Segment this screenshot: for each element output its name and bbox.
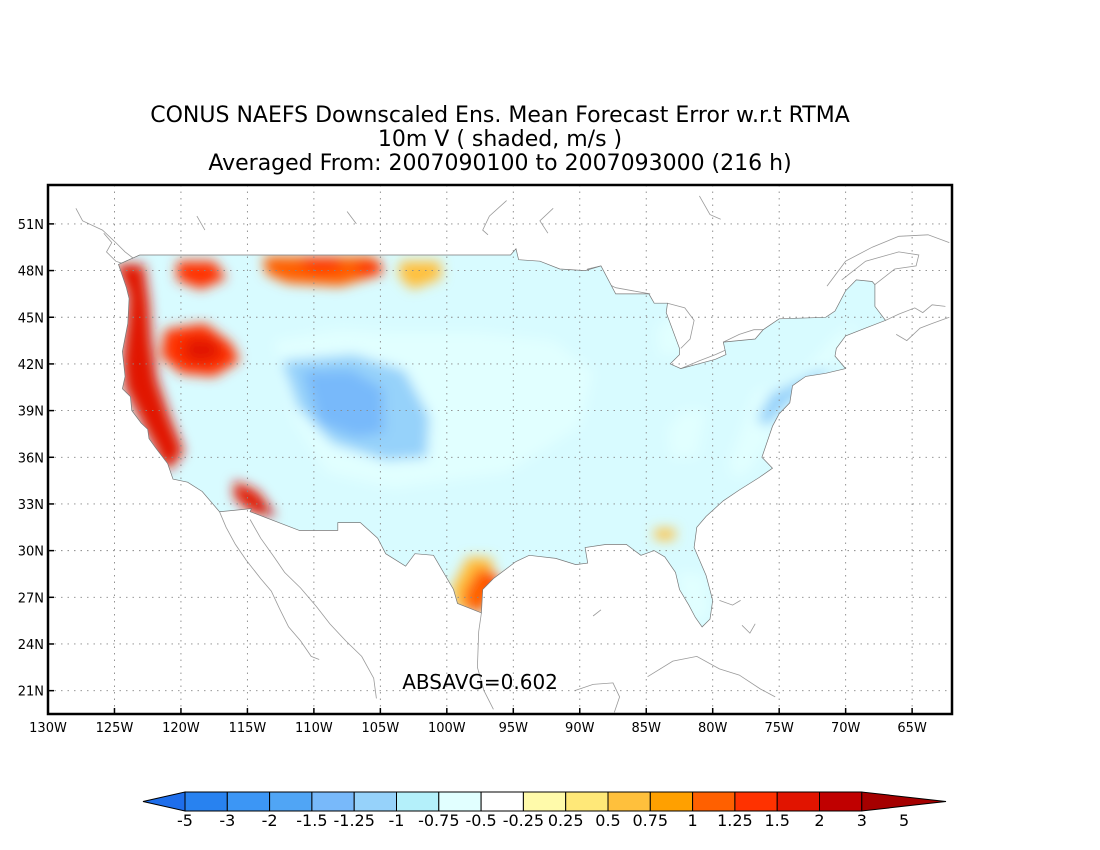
error-region-1 (118, 264, 184, 470)
legend-arrow-left (142, 791, 186, 812)
lon-tick-label: 85W (632, 721, 662, 736)
error-region-3 (182, 337, 224, 364)
error-region-21 (678, 572, 709, 626)
title-line-1: CONUS NAEFS Downscaled Ens. Mean Forecas… (150, 103, 850, 128)
legend-label: 0.5 (595, 811, 620, 830)
lat-tick-label: 45N (18, 311, 44, 326)
legend-label: -1 (389, 811, 405, 830)
legend-swatch (692, 791, 736, 812)
lon-tick-label: 70W (831, 721, 861, 736)
legend-label: -0.25 (503, 811, 544, 830)
legend-swatch (353, 791, 398, 812)
error-region-6 (300, 258, 344, 273)
title-line-3: Averaged From: 2007090100 to 2007093000 … (208, 151, 792, 176)
lon-tick-label: 125W (96, 721, 134, 736)
legend-swatch (184, 791, 228, 812)
legend-label: -2 (262, 811, 278, 830)
shaded-field (118, 248, 886, 627)
lat-tick-label: 51N (18, 218, 44, 233)
legend-swatch (226, 791, 271, 812)
lat-tick-label: 39N (18, 405, 44, 420)
error-region-18 (303, 370, 385, 438)
legend-label: 0.25 (548, 811, 584, 830)
legend-swatch (438, 791, 482, 812)
lon-tick-label: 75W (764, 721, 794, 736)
error-region-9 (258, 500, 277, 517)
legend-label: 1.5 (764, 811, 789, 830)
lon-tick-label: 120W (162, 721, 200, 736)
error-region-14 (399, 261, 442, 290)
lon-tick-label: 110W (295, 721, 333, 736)
lat-tick-label: 27N (18, 591, 44, 606)
lon-tick-label: 90W (565, 721, 595, 736)
legend-label: -5 (177, 811, 193, 830)
legend-swatch (396, 791, 440, 812)
legend-swatch (776, 791, 821, 812)
legend-label: -1.25 (333, 811, 374, 830)
lon-tick-label: 95W (499, 721, 529, 736)
legend-label: -1.5 (296, 811, 327, 830)
conus-border (118, 248, 887, 628)
map-frame (46, 183, 954, 716)
lat-tick-label: 42N (18, 358, 44, 373)
lat-tick-label: 21N (18, 685, 44, 700)
legend-swatch (522, 791, 567, 812)
lat-tick-label: 33N (18, 498, 44, 513)
error-region-20 (667, 410, 707, 458)
legend-swatch (649, 791, 694, 812)
error-regions (118, 256, 855, 626)
legend-swatch (311, 791, 355, 812)
lat-tick-label: 48N (18, 265, 44, 280)
legend-swatch (480, 791, 524, 812)
legend-swatch (819, 791, 863, 812)
legend-label: 3 (857, 811, 867, 830)
lon-tick-label: 130W (29, 721, 67, 736)
lon-tick-label: 105W (362, 721, 400, 736)
lat-tick-label: 24N (18, 638, 44, 653)
legend-label: -0.5 (465, 811, 496, 830)
legend-label: 1 (688, 811, 698, 830)
legend-label: 0.75 (632, 811, 668, 830)
lon-tick-label: 65W (897, 721, 927, 736)
error-region-4 (177, 261, 227, 290)
legend-swatch (269, 791, 313, 812)
legend-swatch (607, 791, 651, 812)
latitude-labels: 21N 24N 27N 30N 33N 36N 39N 42N 45N 48N 51N (18, 218, 54, 700)
lat-tick-label: 36N (18, 451, 44, 466)
coastlines (75, 195, 950, 713)
legend-swatch (734, 791, 778, 812)
longitude-labels: 130W 125W 120W 115W 110W 105W 100W 95W 90W 85W 80W… (29, 708, 927, 736)
lon-tick-label: 80W (698, 721, 728, 736)
error-region-15 (654, 528, 676, 540)
color-legend: -5 -3 -2 -1.5 -1.25 -1 -0.75 -0.5 -0.25 0.25 0.5 0.… (142, 791, 947, 830)
lat-tick-label: 30N (18, 545, 44, 560)
map-area (48, 185, 952, 714)
legend-label: -3 (219, 811, 235, 830)
gridlines (48, 185, 952, 714)
legend-arrow-right (861, 791, 947, 812)
legend-label: -0.75 (418, 811, 459, 830)
absavg-annotation: ABSAVG=0.602 (402, 670, 558, 694)
legend-swatch (565, 791, 609, 812)
legend-label: 5 (899, 811, 909, 830)
error-region-7 (356, 261, 383, 277)
title-line-2: 10m V ( shaded, m/s ) (377, 127, 623, 152)
lon-tick-label: 115W (229, 721, 267, 736)
lon-tick-label: 100W (428, 721, 466, 736)
error-region-5 (263, 256, 383, 287)
legend-label: 2 (814, 811, 824, 830)
legend-label: 1.25 (717, 811, 753, 830)
